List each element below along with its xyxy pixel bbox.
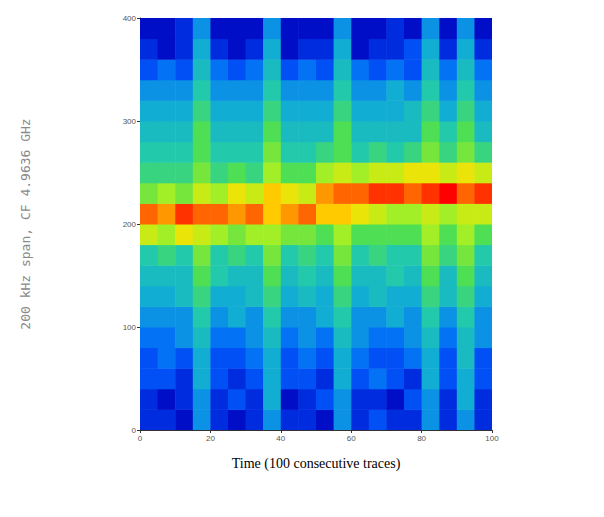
svg-text:80: 80 — [417, 434, 426, 443]
svg-text:0: 0 — [138, 434, 143, 443]
svg-text:0: 0 — [132, 426, 137, 435]
svg-text:200: 200 — [123, 220, 137, 229]
svg-text:Time (100 consecutive traces): Time (100 consecutive traces) — [232, 456, 401, 472]
svg-text:40: 40 — [276, 434, 285, 443]
svg-text:100: 100 — [123, 323, 137, 332]
svg-text:100: 100 — [485, 434, 499, 443]
svg-text:20: 20 — [206, 434, 215, 443]
svg-text:60: 60 — [347, 434, 356, 443]
svg-text:400: 400 — [123, 14, 137, 23]
svg-text:300: 300 — [123, 117, 137, 126]
svg-text:200 kHz span, CF 4.9636 GHz: 200 kHz span, CF 4.9636 GHz — [18, 118, 33, 329]
